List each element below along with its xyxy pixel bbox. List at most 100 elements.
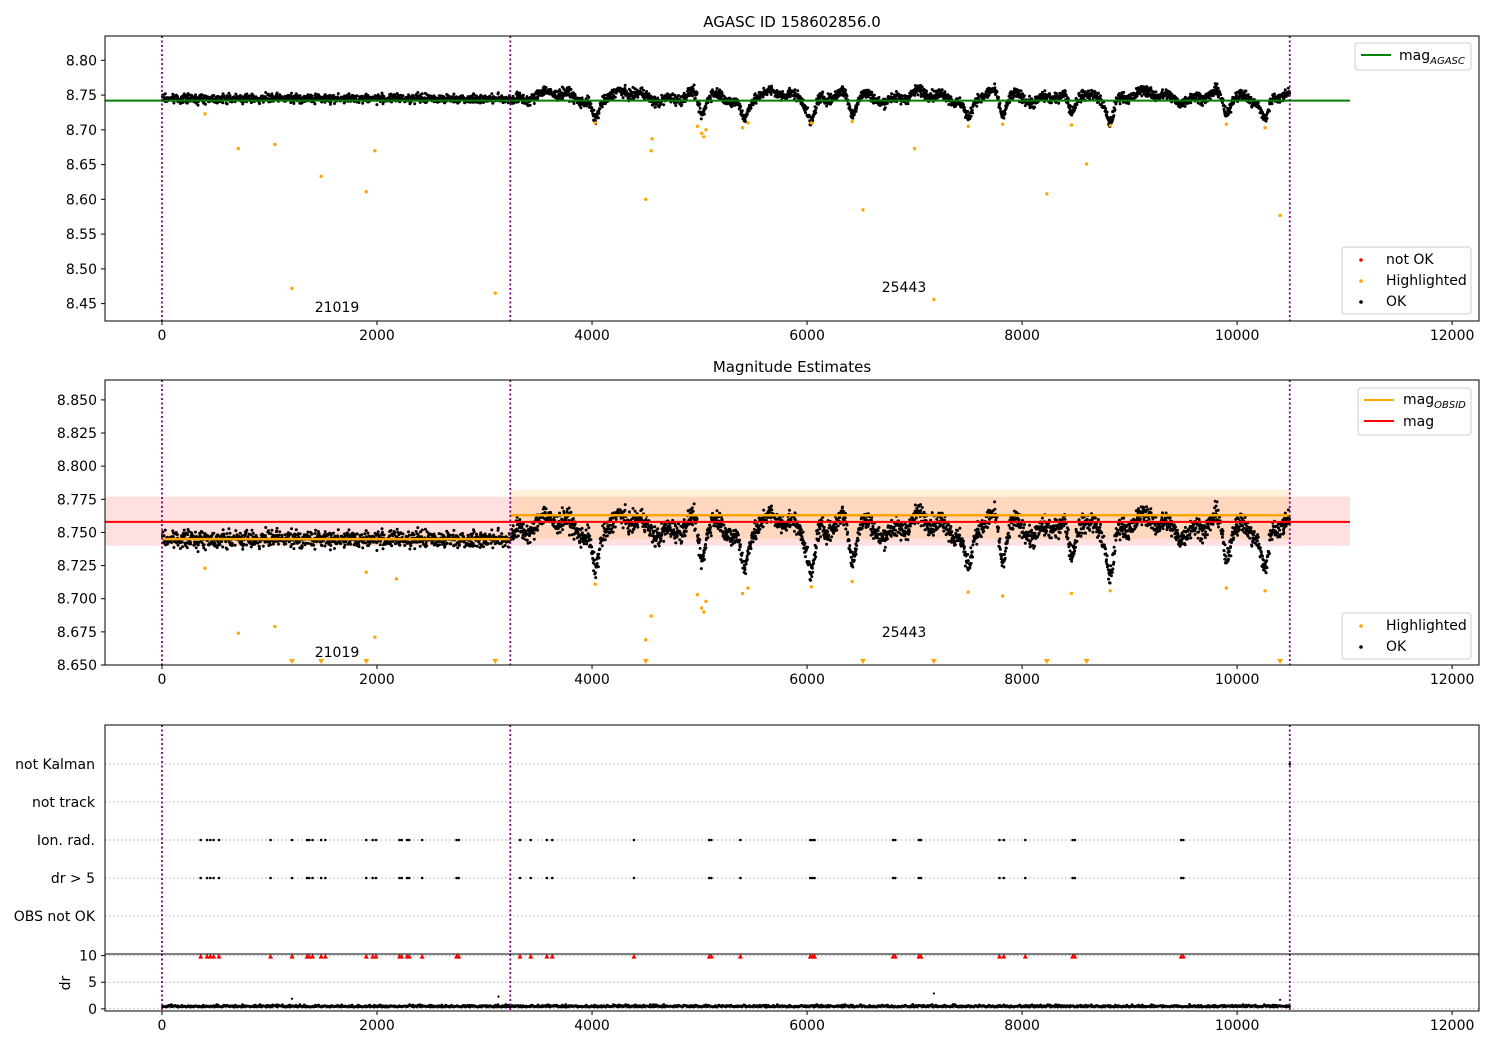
ok-point (482, 545, 485, 549)
highlighted-point (746, 121, 750, 125)
ok-point (212, 94, 216, 97)
ok-point (347, 92, 351, 96)
ok-point (333, 102, 336, 105)
ok-point (747, 109, 751, 113)
highlighted-point (593, 121, 597, 125)
ok-point (564, 518, 568, 522)
ok-point (573, 94, 577, 97)
ok-point (1264, 119, 1268, 123)
ok-point (855, 105, 859, 109)
ok-point (442, 535, 446, 539)
ok-point (589, 102, 593, 106)
ok-point (415, 540, 419, 544)
highlighted-point (364, 190, 368, 194)
ok-point (227, 540, 231, 544)
ok-point (715, 87, 719, 90)
ok-point (821, 90, 825, 94)
ok-point (225, 532, 229, 536)
ok-point (398, 543, 402, 547)
ok-point (473, 544, 477, 548)
ok-point (852, 113, 856, 117)
ok-point (925, 89, 928, 93)
ok-point (525, 538, 529, 542)
ok-point (1208, 97, 1212, 101)
ok-point (283, 533, 287, 537)
ok-point (587, 526, 591, 530)
ok-point (580, 526, 584, 530)
ok-point (623, 83, 627, 87)
ok-point (162, 534, 166, 538)
ok-point (1273, 92, 1276, 96)
highlighted-point (493, 291, 497, 295)
ok-point (1215, 82, 1219, 86)
ok-point (916, 93, 920, 97)
ok-point (513, 533, 517, 537)
legend-label-ok: OK (1386, 294, 1407, 310)
ok-point (466, 533, 470, 537)
ok-point (258, 547, 261, 551)
ok-point (420, 92, 424, 96)
x-tick-label: 0 (158, 328, 167, 344)
ok-point (947, 94, 950, 98)
ok-point (471, 541, 475, 545)
ok-point (1075, 103, 1079, 107)
ok-point (313, 532, 317, 535)
ok-point (472, 530, 476, 534)
ok-point (228, 531, 232, 535)
ok-point (449, 533, 452, 537)
ok-point (1063, 89, 1067, 93)
ok-point (698, 106, 702, 110)
ok-point (706, 101, 710, 105)
ok-point (277, 542, 280, 546)
legend-box (1341, 246, 1472, 315)
axes-frame (104, 35, 1480, 322)
ok-point (332, 531, 335, 535)
ok-point (682, 91, 686, 95)
ok-point (343, 543, 347, 547)
y-tick-label: 8.50 (66, 262, 97, 278)
ok-point (642, 88, 645, 92)
ok-point (521, 93, 525, 97)
ok-point (344, 540, 348, 544)
ok-point (298, 94, 302, 98)
ok-point (194, 546, 198, 550)
ok-point (163, 92, 167, 96)
ok-point (1066, 97, 1070, 100)
ok-point (788, 86, 791, 90)
ok-point (289, 94, 292, 98)
ok-point (215, 546, 219, 549)
ok-point (275, 91, 279, 95)
legend-box (1354, 42, 1472, 71)
ok-point (645, 89, 649, 93)
ok-point (1216, 86, 1220, 90)
ok-point (558, 530, 562, 534)
ok-point (567, 506, 571, 510)
ok-point (623, 86, 627, 90)
highlighted-point (695, 124, 700, 129)
ok-point (580, 531, 584, 535)
ok-point (233, 543, 237, 547)
panel2-data-layer (105, 380, 1350, 665)
x-tick-label: 2000 (359, 328, 395, 344)
ok-point (418, 100, 422, 104)
ok-point (1183, 104, 1187, 108)
ok-point (388, 534, 392, 538)
ok-point (194, 93, 197, 97)
ok-point (947, 103, 951, 106)
highlighted-points (203, 112, 1282, 302)
ok-point (621, 96, 625, 100)
ok-point (593, 571, 597, 575)
ok-point (569, 510, 573, 514)
ok-point (424, 541, 428, 545)
obsid-label-25443: 25443 (882, 280, 927, 296)
ok-point (720, 91, 724, 95)
ok-point (693, 96, 697, 100)
highlighted-point (912, 146, 917, 151)
ok-point (825, 104, 829, 108)
ok-point (885, 101, 889, 105)
highlighted-point (319, 174, 323, 179)
ok-point (310, 532, 314, 536)
ok-point (1201, 104, 1205, 107)
x-tick-label: 8000 (1004, 328, 1040, 344)
highlighted-point (290, 286, 294, 291)
